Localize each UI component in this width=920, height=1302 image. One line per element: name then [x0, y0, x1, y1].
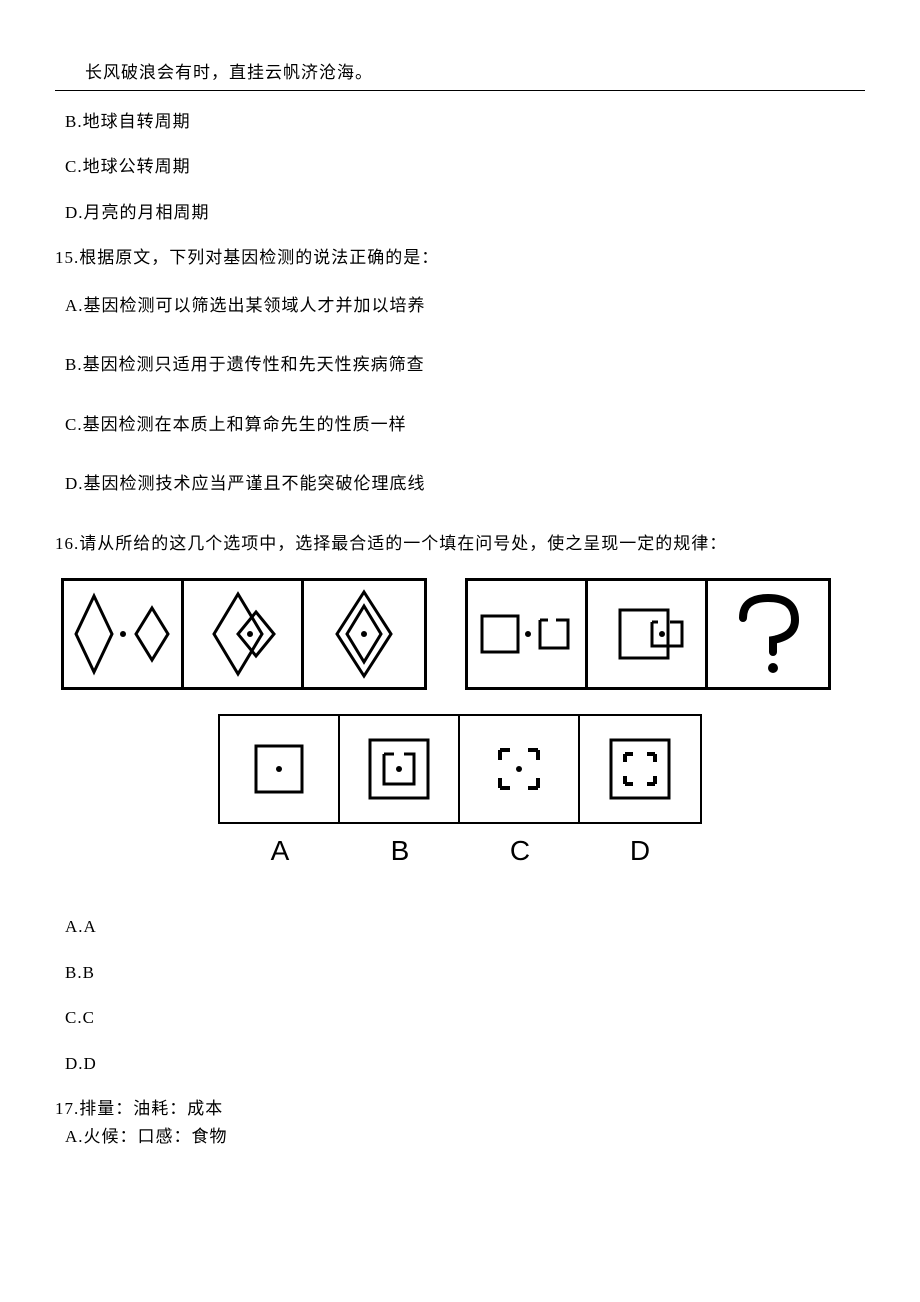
q15-option-a: A.基因检测可以筛选出某领域人才并加以培养: [65, 293, 865, 319]
q16-option-d: D.D: [65, 1051, 865, 1077]
q15-option-b: B.基因检测只适用于遗传性和先天性疾病筛查: [65, 352, 865, 378]
q16-answer-c: [460, 716, 580, 822]
q16-figure-sequence: [61, 578, 865, 690]
q14-option-c: C.地球公转周期: [65, 154, 865, 180]
q16-option-a: A.A: [65, 914, 865, 940]
question-mark-icon: [713, 586, 823, 682]
q16-cell-2: [184, 581, 304, 687]
q16-answer-labels: A B C D: [220, 830, 700, 872]
header-quote: 长风破浪会有时，直挂云帆济沧海。: [85, 60, 865, 86]
q16-answer-group: [218, 714, 702, 824]
q16-answer-d: [580, 716, 700, 822]
q16-cell-5: [588, 581, 708, 687]
q14-option-b: B.地球自转周期: [65, 109, 865, 135]
q15-option-c: C.基因检测在本质上和算命先生的性质一样: [65, 412, 865, 438]
q16-answer-b: [340, 716, 460, 822]
q15-stem: 15.根据原文，下列对基因检测的说法正确的是：: [55, 245, 865, 271]
q16-group-squares: [465, 578, 831, 690]
square-dot-icon: [234, 724, 324, 814]
header-rule: [55, 90, 865, 91]
diamond-nested-icon: [309, 586, 419, 682]
q16-answer-a: [220, 716, 340, 822]
q16-label-d: D: [580, 830, 700, 872]
q14-option-d: D.月亮的月相周期: [65, 200, 865, 226]
q16-group-diamonds: [61, 578, 427, 690]
nested-square-dot-icon: [354, 724, 444, 814]
q17-option-a: A.火候：口感：食物: [65, 1124, 865, 1150]
q16-label-a: A: [220, 830, 340, 872]
square-overlap-icon: [592, 586, 702, 682]
square-pair-icon: [472, 586, 582, 682]
q16-stem: 16.请从所给的这几个选项中，选择最合适的一个填在问号处，使之呈现一定的规律：: [55, 531, 865, 557]
q16-cell-6: [708, 581, 828, 687]
q16-label-c: C: [460, 830, 580, 872]
q16-option-b: B.B: [65, 960, 865, 986]
q16-label-b: B: [340, 830, 460, 872]
q16-cell-4: [468, 581, 588, 687]
diamond-overlap-icon: [188, 586, 298, 682]
nested-broken-square-icon: [595, 724, 685, 814]
q16-cell-3: [304, 581, 424, 687]
diamond-pair-icon: [68, 586, 178, 682]
q16-cell-1: [64, 581, 184, 687]
q16-option-c: C.C: [65, 1005, 865, 1031]
q16-answer-options: A B C D: [55, 714, 865, 872]
q15-option-d: D.基因检测技术应当严谨且不能突破伦理底线: [65, 471, 865, 497]
q17-stem: 17.排量：油耗：成本: [55, 1096, 865, 1122]
broken-square-dot-icon: [474, 724, 564, 814]
